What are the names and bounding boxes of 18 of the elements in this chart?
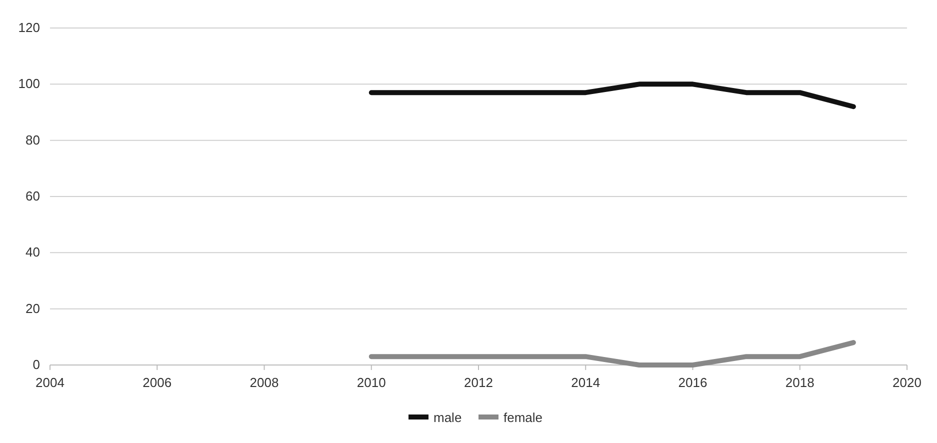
x-tick-label: 2004 [36,375,64,390]
y-tick-label: 100 [18,76,40,92]
y-tick-label: 60 [26,188,40,204]
x-tick-label: 2008 [250,375,279,390]
x-tick-label: 2014 [571,375,600,390]
x-tick-label: 2016 [678,375,708,390]
x-tick-label: 2018 [785,375,814,390]
x-tick-label: 2010 [356,375,386,390]
y-tick-label: 0 [32,357,40,372]
y-tick-label: 40 [26,244,40,260]
x-tick-label: 2006 [142,375,172,390]
y-tick-label: 120 [18,20,40,35]
x-tick-label: 2012 [464,375,493,390]
legend-label: female [504,410,543,425]
y-tick-label: 80 [26,132,40,148]
legend-label: male [434,410,462,425]
y-tick-label: 20 [26,300,40,316]
x-tick-label: 2020 [892,375,922,390]
